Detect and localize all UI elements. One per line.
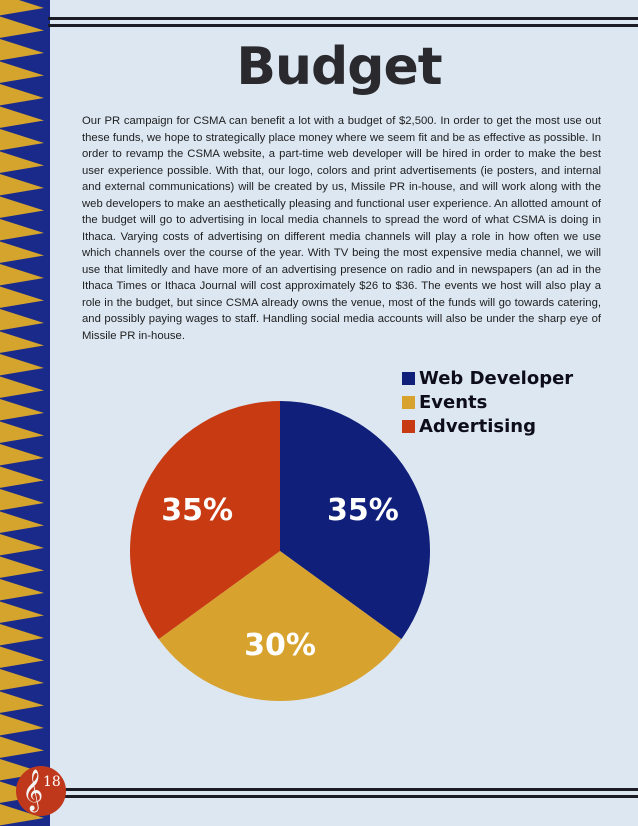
pie-slice-web-developer — [280, 401, 430, 640]
legend-label: Advertising — [419, 415, 536, 437]
border-zigzag-tooth — [0, 601, 44, 623]
legend-swatch — [402, 395, 415, 409]
border-zigzag-tooth — [0, 106, 44, 128]
border-zigzag-tooth — [0, 264, 44, 286]
chart-legend: Web Developer Events Advertising — [402, 366, 573, 438]
border-zigzag-tooth — [0, 129, 44, 151]
border-zigzag-tooth — [0, 511, 44, 533]
page-number-badge: 𝄞 18 — [16, 766, 66, 816]
border-zigzag-tooth — [0, 421, 44, 443]
page-title: Budget — [236, 37, 442, 97]
border-zigzag-tooth — [0, 691, 44, 713]
border-zigzag-tooth — [0, 354, 44, 376]
top-double-rule — [48, 15, 638, 29]
border-zigzag-tooth — [0, 309, 44, 331]
border-zigzag-tooth — [0, 399, 44, 421]
page-number: 18 — [43, 774, 61, 790]
border-zigzag-tooth — [0, 241, 44, 263]
border-zigzag-tooth — [0, 624, 44, 646]
border-zigzag-tooth — [0, 331, 44, 353]
legend-label: Events — [419, 391, 488, 413]
border-zigzag-tooth — [0, 0, 44, 16]
legend-item-web-developer: Web Developer — [402, 366, 573, 390]
border-zigzag-tooth — [0, 376, 44, 398]
zigzag-border — [0, 0, 50, 826]
border-zigzag-tooth — [0, 646, 44, 668]
border-zigzag-tooth — [0, 579, 44, 601]
border-zigzag-tooth — [0, 84, 44, 106]
border-zigzag-tooth — [0, 444, 44, 466]
legend-swatch — [402, 371, 415, 385]
pie-slice-advertising — [129, 401, 280, 640]
pie-slice-label: 30% — [244, 628, 316, 663]
border-zigzag-tooth — [0, 804, 44, 826]
border-zigzag-tooth — [0, 489, 44, 511]
treble-clef-icon: 𝄞 — [22, 770, 44, 811]
border-zigzag-tooth — [0, 219, 44, 241]
border-zigzag-tooth — [0, 759, 44, 781]
border-zigzag-tooth — [0, 669, 44, 691]
border-zigzag-tooth — [0, 286, 44, 308]
pie-slice-events — [158, 551, 402, 701]
border-zigzag-tooth — [0, 174, 44, 196]
border-zigzag-tooth — [0, 534, 44, 556]
legend-swatch — [402, 419, 415, 433]
border-zigzag-tooth — [0, 16, 44, 38]
budget-pie-chart: 35% 30% 35% — [129, 401, 430, 701]
border-zigzag-tooth — [0, 556, 44, 578]
border-zigzag-tooth — [0, 466, 44, 488]
border-zigzag-tooth — [0, 714, 44, 736]
body-paragraph: Our PR campaign for CSMA can benefit a l… — [82, 115, 601, 342]
border-zigzag-tooth — [0, 39, 44, 61]
bottom-double-rule — [48, 786, 638, 800]
legend-item-events: Events — [402, 390, 573, 414]
legend-item-advertising: Advertising — [402, 414, 573, 438]
border-zigzag-tooth — [0, 196, 44, 218]
border-zigzag-tooth — [0, 736, 44, 758]
pie-slice-label: 35% — [161, 493, 233, 528]
pie-slice-label: 35% — [327, 493, 399, 528]
legend-label: Web Developer — [419, 367, 574, 389]
border-zigzag-tooth — [0, 61, 44, 83]
border-zigzag-tooth — [0, 151, 44, 173]
